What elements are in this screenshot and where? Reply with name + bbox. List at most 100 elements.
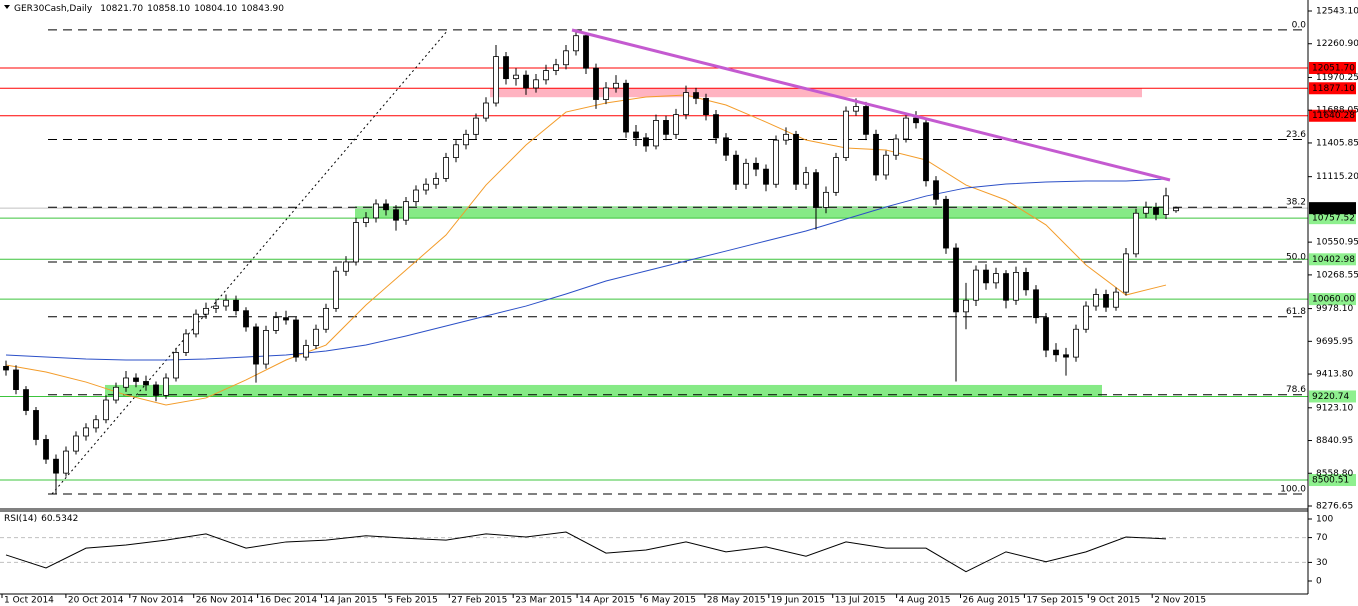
x-axis: 1 Oct 2014 20 Oct 2014 7 Nov 2014 26 Nov 20… [1, 594, 1206, 606]
candle-body [533, 79, 539, 89]
candle-body [183, 333, 189, 353]
candle-body [193, 313, 199, 335]
candle-body [843, 110, 849, 158]
candle-body [423, 183, 429, 191]
candle-body [1103, 294, 1109, 308]
candle-body [1063, 354, 1069, 358]
candle-body [523, 74, 529, 89]
candle-body [123, 377, 129, 388]
candle-body [1073, 328, 1079, 358]
y-tick-label: 11405.85 [1316, 138, 1358, 148]
header: GER30Cash,Daily 10821.70 10858.10 10804.10 1… [14, 4, 284, 14]
candle-body [833, 157, 839, 193]
candle-body [603, 87, 609, 100]
candle-body [623, 82, 629, 133]
y-tick-label: 11115.20 [1316, 172, 1358, 182]
y-tick-label: 11970.25 [1316, 73, 1358, 83]
level-label: 10402.98 [1312, 255, 1355, 265]
candle-body [983, 269, 989, 284]
candle-body [393, 209, 399, 221]
ohlc-value: 10858.10 [147, 4, 190, 14]
x-tick-label: 4 Aug 2015 [899, 596, 951, 606]
level-label: 11877.10 [1312, 84, 1355, 94]
candle-body [633, 131, 639, 139]
level-label-box [1309, 62, 1356, 75]
current-price-box [1309, 202, 1356, 215]
candle-body [543, 70, 549, 81]
level-label-box [1309, 293, 1356, 306]
fib-label: 78.6 [1286, 385, 1306, 395]
candle-body [403, 201, 409, 221]
candle-body [923, 122, 929, 182]
candle-body [93, 419, 99, 429]
level-label: 12051.70 [1312, 64, 1355, 74]
candle-body [713, 114, 719, 139]
candle-body [413, 189, 419, 203]
candle-body [1003, 273, 1009, 301]
fib-label: 0.0 [1292, 20, 1307, 30]
candle-body [853, 106, 859, 112]
candle-body [793, 133, 799, 185]
candle-body [223, 299, 229, 307]
x-tick-label: 16 Dec 2014 [260, 596, 318, 606]
ohlc-value: 10821.70 [100, 4, 143, 14]
candle-body [43, 439, 49, 460]
candle-body [1093, 294, 1099, 307]
candle-body [943, 198, 949, 249]
level-label: 10060.00 [1312, 295, 1355, 305]
candle-body [673, 114, 679, 135]
candle-body [873, 133, 879, 176]
candle-body [113, 386, 119, 401]
rsi-panel: 100 70 30 0 [0, 515, 1333, 587]
zone [105, 384, 1102, 397]
candle-body [163, 377, 169, 396]
candle-body [1123, 253, 1129, 293]
candle-body [683, 92, 689, 116]
y-tick-label: 30 [1316, 558, 1328, 568]
candle-body [783, 133, 789, 141]
candle-body [743, 162, 749, 185]
candles [3, 29, 1179, 495]
candle-body [773, 139, 779, 185]
y-tick-label: 8558.80 [1316, 469, 1353, 479]
level-label: 9220.74 [1312, 392, 1349, 402]
candle-body [1163, 195, 1169, 215]
candle-body [173, 352, 179, 379]
candle-body [913, 117, 919, 124]
candle-body [1173, 207, 1179, 212]
x-tick-label: 14 Jan 2015 [324, 596, 378, 606]
rsi-line [5, 531, 1167, 573]
candle-body [1113, 291, 1119, 308]
candle-body [233, 299, 239, 312]
fib-trendline [51, 29, 449, 495]
candle-body [253, 326, 259, 365]
x-tick-label: 13 Jul 2015 [835, 596, 886, 606]
level-label-box [1309, 82, 1356, 95]
candle-body [343, 261, 349, 272]
level-label-box [1309, 474, 1356, 487]
x-tick-label: 20 Oct 2014 [68, 596, 124, 606]
candle-body [993, 273, 999, 284]
fib-label: 50.0 [1286, 252, 1306, 262]
rsi-header: RSI(14) 60.5342 [4, 514, 78, 524]
candle-body [53, 458, 59, 474]
x-tick-label: 1 Oct 2014 [4, 596, 54, 606]
rsi-title: RSI(14) [4, 514, 37, 524]
fib-label: 61.8 [1286, 307, 1306, 317]
level-label-box [1309, 109, 1356, 122]
candle-body [143, 381, 149, 386]
y-tick-label: 12260.90 [1316, 39, 1358, 49]
y-tick-label: 9978.10 [1316, 304, 1353, 314]
x-tick-label: 26 Nov 2014 [196, 596, 254, 606]
candle-body [823, 191, 829, 208]
y-tick-label: 8840.95 [1316, 436, 1353, 446]
y-tick-label: 8276.65 [1316, 502, 1353, 512]
candle-body [313, 328, 319, 346]
level-label: 8500.51 [1312, 476, 1349, 486]
candle-body [323, 307, 329, 330]
zone [355, 206, 1165, 219]
candle-body [1033, 289, 1039, 319]
candle-body [283, 317, 289, 321]
y-tick-label: 0 [1316, 577, 1322, 587]
